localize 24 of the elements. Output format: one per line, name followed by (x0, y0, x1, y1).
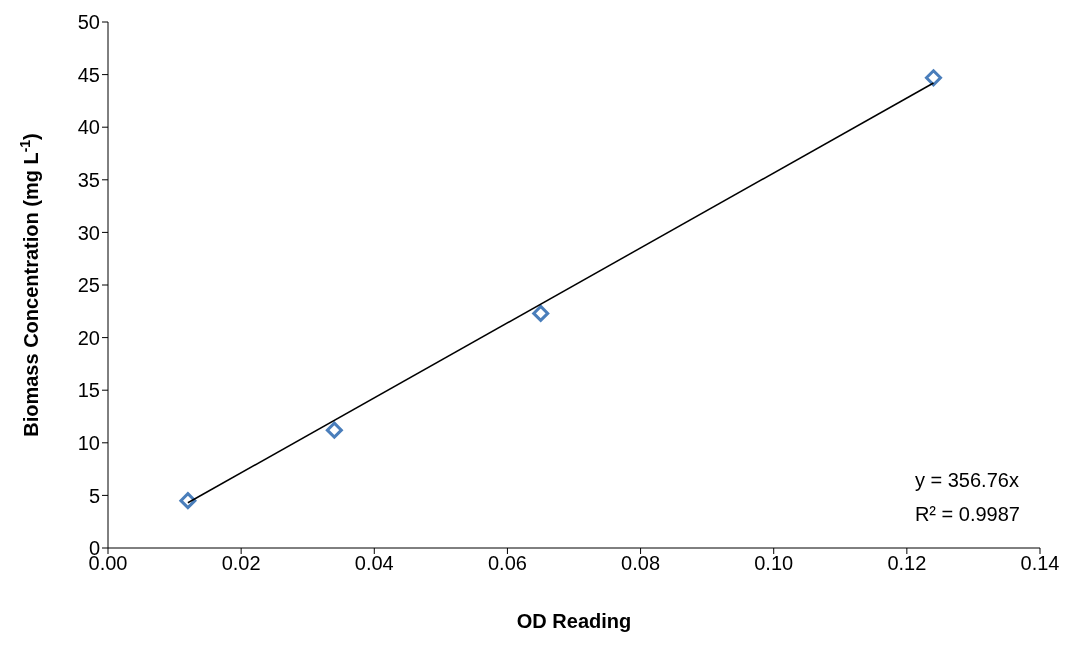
y-tick-label: 15 (77, 379, 100, 402)
x-tick-label: 0.08 (621, 552, 661, 575)
x-axis-title: OD Reading (516, 610, 632, 632)
y-tick-label: 30 (77, 221, 100, 244)
y-tick-label: 10 (77, 431, 100, 454)
point (924, 69, 942, 87)
y-tick-label: 20 (77, 326, 100, 349)
x-tick-label: 0.04 (354, 552, 394, 575)
x-tick-label: 0.14 (1020, 552, 1060, 575)
y-tick-label: 5 (88, 484, 100, 507)
x-tick-label: 0.06 (487, 552, 527, 575)
y-tick-label: 50 (77, 11, 100, 34)
annotation: y = 356.76x (914, 468, 1020, 493)
x-tick-label: 0.02 (221, 552, 261, 575)
y-tick-label: 25 (77, 274, 100, 297)
y-tick-label: 45 (77, 63, 100, 86)
point (325, 421, 343, 439)
point (179, 492, 197, 510)
x-tick-label: 0.12 (887, 552, 927, 575)
x-tick-label: 0.10 (754, 552, 794, 575)
annotation: R² = 0.9987 (914, 502, 1020, 527)
y-tick-label: 40 (77, 116, 100, 139)
point (532, 304, 550, 322)
y-tick-label: 35 (77, 168, 100, 191)
